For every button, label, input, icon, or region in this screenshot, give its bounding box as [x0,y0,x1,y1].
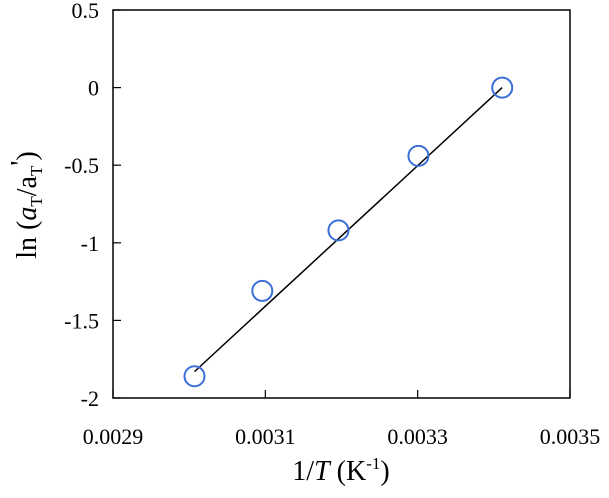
data-point [251,279,274,302]
x-axis-title: 1/T (K-1) [292,454,389,487]
x-tick-label: 0.0031 [235,424,296,449]
y-tick-label: -1 [81,231,99,256]
data-point [327,219,350,242]
y-tick-label: 0 [88,76,99,101]
data-point [491,76,514,99]
x-tick-label: 0.0029 [83,424,144,449]
y-axis-title: ln (aT/aT') [6,151,46,258]
y-tick-label: -2 [81,386,99,411]
y-tick-label: 0.5 [72,0,100,23]
y-tick-label: -1.5 [64,308,99,333]
y-axis-ticks: 0.5 0 -0.5 -1 -1.5 -2 [64,0,121,411]
x-axis-ticks: 0.0029 0.0031 0.0033 0.0035 [83,390,601,449]
y-tick-label: -0.5 [64,153,99,178]
data-points [183,76,514,388]
plot-area-frame [112,9,571,399]
data-point [407,144,430,167]
x-tick-label: 0.0035 [540,424,601,449]
data-point [183,365,206,388]
x-tick-label: 0.0033 [387,424,448,449]
